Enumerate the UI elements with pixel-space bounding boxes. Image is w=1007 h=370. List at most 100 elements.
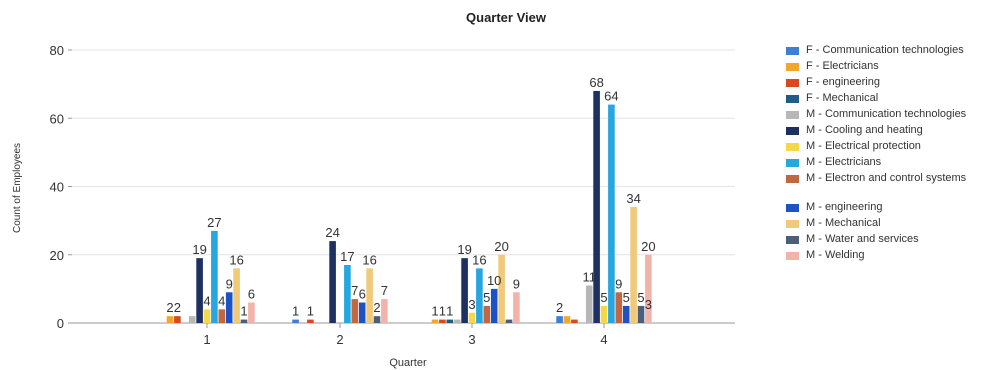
legend-label: M - Electricians <box>806 156 882 168</box>
bar <box>608 104 615 323</box>
bar <box>240 319 248 323</box>
bar <box>637 305 645 323</box>
legend-item: M - engineering <box>786 201 1006 217</box>
data-label: 24 <box>325 225 339 240</box>
y-axis: 0 20 40 60 80 <box>50 43 72 331</box>
legend-swatch <box>786 79 799 87</box>
bar <box>483 305 491 323</box>
legend-label: F - Communication technologies <box>806 44 964 56</box>
data-label: 17 <box>340 249 354 264</box>
legend-swatch <box>786 63 799 71</box>
data-label: 9 <box>615 276 622 291</box>
legend-item: M - Water and services <box>786 233 1006 249</box>
data-label: 9 <box>226 276 233 291</box>
bar <box>468 312 476 323</box>
bars <box>166 90 652 323</box>
chart-title: Quarter View <box>466 10 547 25</box>
data-label: 1 <box>446 304 453 319</box>
data-label: 16 <box>229 252 243 267</box>
bar <box>446 319 454 323</box>
legend-label: M - Electrical protection <box>806 140 921 152</box>
legend-swatch <box>786 204 799 212</box>
legend-item: M - Welding <box>786 249 1006 265</box>
data-label: 1 <box>431 304 438 319</box>
legend-label: M - Communication technologies <box>806 108 967 120</box>
legend-item: M - Electrical protection <box>786 140 1006 156</box>
bar <box>351 299 359 323</box>
data-label: 2 <box>174 300 181 315</box>
data-label: 20 <box>494 239 508 254</box>
bar <box>431 319 439 323</box>
bar <box>593 90 600 323</box>
legend-item: M - Electron and control systems <box>786 172 1006 201</box>
y-tick-label: 80 <box>50 43 64 58</box>
legend-label: M - Mechanical <box>806 217 881 229</box>
bar <box>358 302 366 323</box>
bar <box>218 309 226 323</box>
bar <box>630 206 637 323</box>
bar <box>248 302 255 323</box>
data-label: 5 <box>637 290 644 305</box>
data-label: 19 <box>192 242 206 257</box>
legend-swatch <box>786 159 799 167</box>
bar <box>329 241 336 323</box>
data-label: 27 <box>207 215 221 230</box>
bar <box>453 319 461 323</box>
bar <box>174 316 181 323</box>
legend-item: M - Electricians <box>786 156 1006 172</box>
bar <box>505 319 513 323</box>
y-tick-label: 0 <box>57 316 64 331</box>
bar <box>600 305 608 323</box>
legend-label: F - Electricians <box>806 60 879 72</box>
data-label: 6 <box>359 287 366 302</box>
bar <box>344 264 351 323</box>
y-tick-label: 40 <box>50 180 64 195</box>
data-label: 5 <box>623 290 630 305</box>
y-tick-label: 20 <box>50 248 64 263</box>
x-axis: 1 2 3 4 <box>203 323 608 347</box>
bar <box>233 268 240 323</box>
data-label: 20 <box>641 239 655 254</box>
data-label: 3 <box>468 297 475 312</box>
bar <box>166 316 174 323</box>
x-tick-label: 2 <box>336 332 343 347</box>
bar <box>490 288 498 323</box>
bar <box>366 268 373 323</box>
legend-swatch <box>786 95 799 103</box>
x-axis-title: Quarter <box>389 357 427 369</box>
data-label: 1 <box>292 304 299 319</box>
legend-item: F - Mechanical <box>786 92 1006 108</box>
data-label: 16 <box>472 252 486 267</box>
bar <box>381 299 388 323</box>
bar <box>645 254 652 323</box>
legend-swatch <box>786 175 799 183</box>
legend-item: F - engineering <box>786 76 1006 92</box>
legend-swatch <box>786 127 799 135</box>
bar <box>476 268 483 323</box>
bar <box>196 258 203 323</box>
legend-label: M - Electron and control systems <box>806 172 967 184</box>
y-axis-title: Count of Employees <box>12 143 23 233</box>
bar <box>292 319 299 323</box>
bar <box>498 254 505 323</box>
legend-label: M - Welding <box>806 249 865 261</box>
x-tick-label: 1 <box>203 332 210 347</box>
data-label: 2 <box>373 300 380 315</box>
data-label: 7 <box>351 283 358 298</box>
data-label: 1 <box>240 304 247 319</box>
bar <box>307 319 314 323</box>
bar <box>585 285 593 323</box>
data-label: 2 <box>556 300 563 315</box>
data-label: 5 <box>600 290 607 305</box>
data-label: 34 <box>626 191 640 206</box>
legend-item: M - Cooling and heating <box>786 124 1006 140</box>
legend-item: F - Communication technologies <box>786 44 1006 60</box>
bar <box>225 292 233 323</box>
legend-swatch <box>786 47 799 55</box>
legend-swatch <box>786 220 799 228</box>
legend-item: F - Electricians <box>786 60 1006 76</box>
bar <box>373 316 381 323</box>
data-label: 7 <box>381 283 388 298</box>
x-tick-label: 4 <box>600 332 607 347</box>
